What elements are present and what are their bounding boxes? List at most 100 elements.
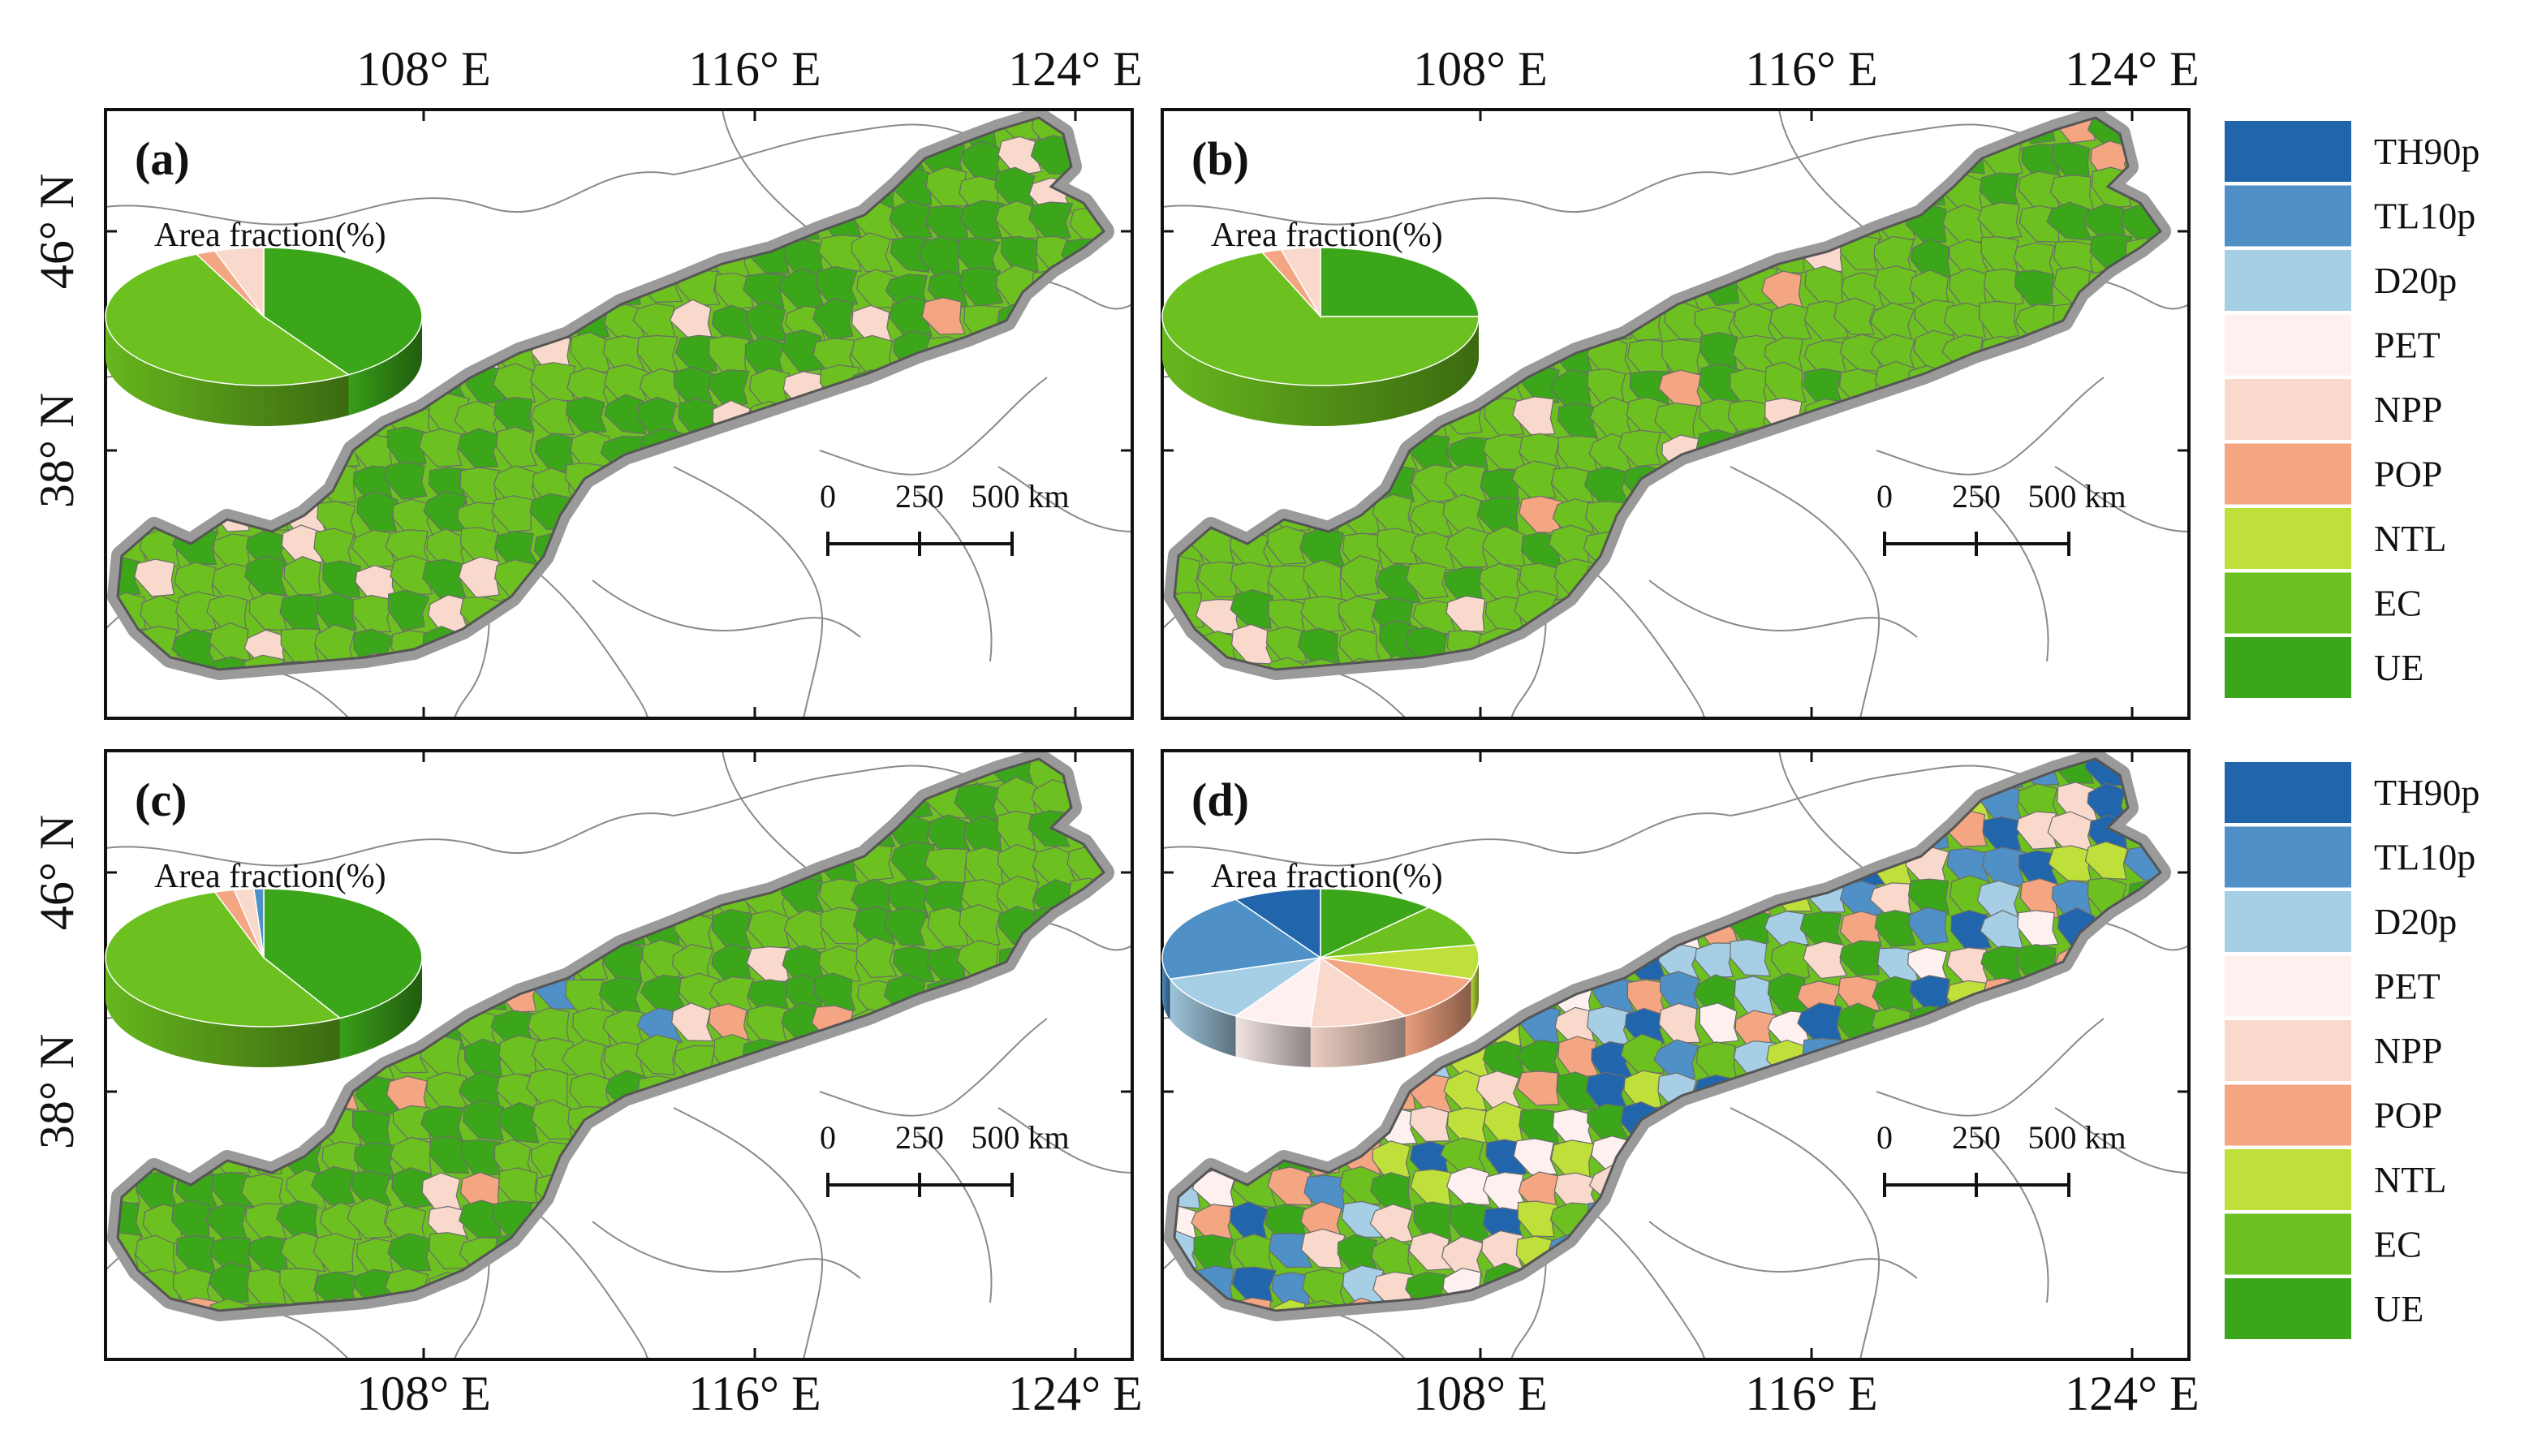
pie-slice-ntl xyxy=(1320,944,1480,980)
county-npp xyxy=(1512,396,1556,436)
county-pet xyxy=(1907,946,1949,984)
county-ue xyxy=(1230,588,1274,629)
scale-bar-label: 500 km xyxy=(2027,1119,2126,1156)
legend-label-pop: POP xyxy=(2374,1095,2442,1136)
lon-label-top: 124° E xyxy=(2065,42,2199,96)
county-npp xyxy=(671,1002,714,1042)
county-ec xyxy=(498,1167,538,1204)
county-ue xyxy=(815,265,859,307)
county-ec xyxy=(352,594,394,633)
county-d20p xyxy=(1734,976,1777,1017)
scale-bar: 0 250 500 km xyxy=(1876,478,2126,556)
county-ue xyxy=(994,166,1036,208)
region-outline xyxy=(1173,116,2163,671)
county-ue xyxy=(957,237,1001,275)
county-ue xyxy=(459,1200,502,1238)
boundary-line xyxy=(2054,1107,2189,1174)
pie-slice-d20p xyxy=(1169,957,1321,1017)
legend-label-ntl: NTL xyxy=(2374,1159,2446,1200)
county-ue xyxy=(317,592,358,634)
county-th90p xyxy=(1230,1201,1269,1241)
county-ue xyxy=(2083,203,2127,242)
county-ue xyxy=(1910,238,1951,281)
county-npp xyxy=(1554,1006,1596,1045)
county-ue xyxy=(919,236,962,279)
legend-swatch-ntl xyxy=(2223,1148,2353,1212)
county-pop xyxy=(1734,1010,1777,1050)
county-ue xyxy=(813,972,856,1011)
county-ue xyxy=(1337,1234,1380,1273)
legend-label-npp: NPP xyxy=(2374,1030,2442,1071)
county-th90p xyxy=(1586,1071,1629,1113)
county-th90p xyxy=(1231,1266,1277,1306)
map-panel-b: 108° E 116° E 124° E(b)Area fraction(%)0 25… xyxy=(1161,42,2199,720)
county-npp xyxy=(243,629,287,667)
county-ntl xyxy=(1446,1107,1488,1144)
county-ec xyxy=(603,364,649,406)
county-ec xyxy=(995,200,1040,239)
county-ue xyxy=(1799,911,1844,947)
county-ue xyxy=(640,974,687,1013)
county-ec xyxy=(1873,235,1915,277)
county-ec xyxy=(1551,467,1594,503)
county-ec xyxy=(997,843,1040,885)
pie-slice-ue xyxy=(263,888,423,1019)
county-pop xyxy=(1838,976,1881,1014)
county-pop xyxy=(708,1003,750,1040)
county-ec xyxy=(2018,783,2060,822)
county-ec xyxy=(1481,525,1526,567)
county-ec xyxy=(1654,403,1699,442)
legend-label-npp: NPP xyxy=(2374,389,2442,430)
county-ec xyxy=(498,1035,542,1075)
county-ec xyxy=(996,810,1039,852)
county-ec xyxy=(390,1136,433,1176)
county-ec xyxy=(2013,242,2055,278)
county-ec xyxy=(317,501,357,538)
county-ec xyxy=(140,594,181,635)
county-th90p xyxy=(1409,1140,1453,1179)
county-ec xyxy=(1340,555,1381,597)
county-ue xyxy=(1872,976,1918,1017)
scale-bar-label: 0 xyxy=(820,478,836,515)
scale-bar-label: 500 km xyxy=(2027,478,2126,515)
lat-label: 46° N xyxy=(30,174,84,289)
lon-label-top: 124° E xyxy=(1008,42,1143,96)
boundary-line xyxy=(1876,377,2105,476)
county-ue xyxy=(598,976,643,1014)
county-ue xyxy=(888,879,929,919)
county-ec xyxy=(783,909,829,951)
county-ue xyxy=(1803,368,1842,407)
county-npp xyxy=(2047,811,2093,852)
county-ntl xyxy=(1517,1200,1559,1238)
county-ec xyxy=(603,1041,647,1081)
map-panel-c: 108° E 116° E 124° E46° N38° N(c)Area frac… xyxy=(30,749,1143,1420)
area-fraction-pie xyxy=(1161,247,1480,426)
county-ue xyxy=(1369,1172,1412,1212)
legend-swatch-pet xyxy=(2223,954,2353,1019)
legend-label-pop: POP xyxy=(2374,454,2442,495)
county-ec xyxy=(392,498,434,538)
pie-side-shade xyxy=(348,317,422,416)
county-pet xyxy=(1445,1166,1491,1205)
boundary-line xyxy=(997,466,1132,532)
legend-swatch-th90p xyxy=(2223,119,2353,183)
county-ec xyxy=(818,946,862,982)
boundary-line xyxy=(819,1018,1048,1117)
boundary-line xyxy=(1876,1018,2105,1117)
county-ue xyxy=(1980,946,2023,983)
county-npp xyxy=(1946,947,1990,985)
county-ec xyxy=(1803,339,1849,377)
county-ec xyxy=(493,363,536,406)
boundary-line xyxy=(106,812,674,867)
legend-label-tl10p: TL10p xyxy=(2374,837,2475,878)
county-ec xyxy=(1302,1268,1346,1309)
boundary-line xyxy=(592,579,861,638)
county-ue xyxy=(1839,940,1882,976)
legend-swatch-ue xyxy=(2223,635,2353,700)
county-ue xyxy=(2052,142,2090,179)
county-npp xyxy=(134,558,175,597)
county-ec xyxy=(206,594,248,631)
county-ue xyxy=(1519,1109,1559,1145)
county-npp xyxy=(1369,1204,1414,1245)
county-ec xyxy=(1977,201,2023,240)
